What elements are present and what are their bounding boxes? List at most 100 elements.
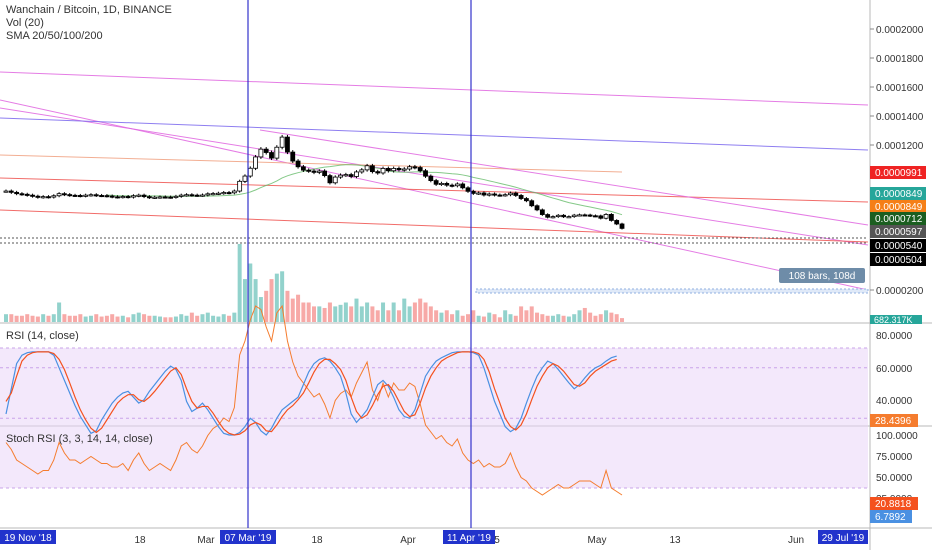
time-highlight-label: 11 Apr '19 [447,533,491,544]
candle-body [136,194,142,197]
stoch-d-badge [870,510,912,523]
candle-body [247,167,253,177]
candle-body [237,180,243,192]
volume-bar [285,290,290,322]
candle-body [109,195,115,198]
volume-bar [317,306,322,322]
trend-line [0,117,869,151]
stoch-tick-label: 100.0000 [876,431,918,442]
volume-bar [375,310,380,322]
time-highlight-label: 07 Mar '19 [225,533,272,544]
candle-body [306,169,312,172]
candle-body [300,166,306,171]
price-badge-label: 0.0000597 [875,227,923,238]
candle-body [210,193,216,196]
volume-bar [354,298,359,322]
volume-bar [604,310,609,322]
volume-bar [62,314,67,322]
rsi-value-badge [870,414,918,427]
volume-bar [349,306,354,322]
candle-body [19,193,25,196]
volume-bar [211,315,216,322]
date-markers[interactable] [247,0,472,528]
volume-bar [120,315,125,322]
candle-body [279,136,285,148]
candle-body [518,195,524,199]
candle-body [338,174,343,178]
volume-bar [290,298,295,322]
candle-body [253,156,258,169]
volume-bar [455,310,460,322]
volume-bar [343,302,348,322]
volume-bar [57,302,62,322]
volume-bar [481,316,486,322]
volume-label[interactable]: Vol (20) [6,17,44,29]
stoch-rsi-lines [5,351,617,436]
volume-bar [487,312,492,322]
price-tick-label: 0.0001400 [876,112,924,123]
volume-bar [67,315,72,322]
candle-body [407,166,412,170]
volume-bar [200,314,205,322]
sma-label[interactable]: SMA 20/50/100/200 [6,30,103,42]
volume-bar [264,290,269,322]
candle-body [83,194,89,197]
volume-bar [253,279,258,322]
volume-bar [51,314,56,322]
candle-body [619,223,625,229]
candle-body [327,175,333,184]
volume-bar [19,315,24,322]
price-badge [870,225,926,238]
volume-bar [524,310,529,322]
candle-body [492,193,497,196]
candle-body [593,215,598,218]
volume-bar [466,314,470,322]
volume-bar [588,312,593,322]
candle-body [423,170,428,177]
volume-bar [593,315,598,322]
volume-bar [577,310,582,322]
volume-bar [327,302,332,322]
volume-bar [471,310,476,322]
candle-body [120,196,126,199]
volume-bar [428,306,433,322]
volume-bar [205,312,210,322]
candle-body [380,168,386,174]
volume-bar [115,316,120,322]
volume-bar [46,315,51,322]
symbol-title[interactable]: Wanchain / Bitcoin, 1D, BINANCE [6,4,172,16]
volume-bar [460,315,465,322]
candle-body [534,205,540,211]
volume-bar [529,306,534,322]
candle-body [62,193,67,196]
rsi-label[interactable]: RSI (14, close) [6,330,79,342]
volume-bar [370,306,375,322]
candle-body [285,136,290,153]
volume-bar [365,302,370,322]
candle-body [566,216,572,219]
price-tick-label: 0.0000200 [876,286,924,297]
candle-body [370,165,375,173]
volume-bar [94,314,99,322]
volume-bar [444,310,449,322]
trend-lines[interactable] [0,71,869,294]
stoch-rsi-label[interactable]: Stoch RSI (3, 3, 14, 14, close) [6,433,153,445]
candle-body [216,192,221,195]
candle-body [486,193,492,196]
time-highlight-badge [0,530,56,544]
volume-bar [582,307,587,322]
volume-bar [497,317,502,322]
volume-bar [14,315,19,322]
candle-body [125,196,131,199]
candle-body [614,220,620,225]
volume-bar [423,302,428,322]
candle-body [168,196,174,199]
candle-body [476,192,482,195]
candle-body [35,195,41,198]
volume-bar [550,315,555,322]
volume-bar [168,317,173,322]
candle-body [231,190,237,194]
candle-body [3,190,9,193]
volume-bar [73,315,78,322]
